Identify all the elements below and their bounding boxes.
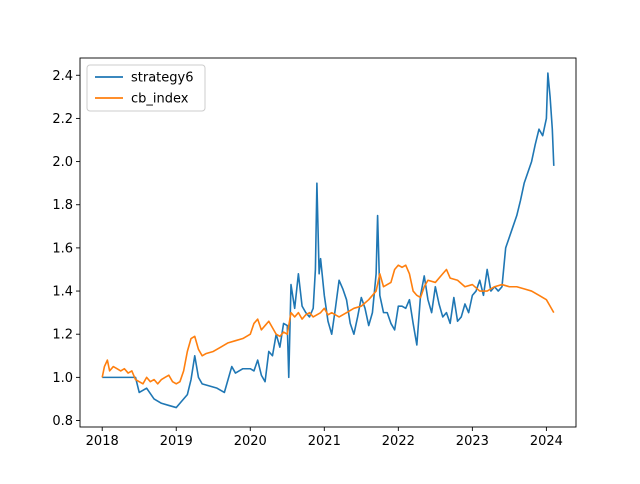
x-tick-label: 2021 bbox=[308, 434, 341, 449]
x-tick-label: 2024 bbox=[530, 434, 563, 449]
y-tick-label: 1.0 bbox=[52, 371, 73, 386]
y-tick-label: 1.8 bbox=[52, 198, 73, 213]
series-layer bbox=[101, 72, 555, 409]
legend-label-cb_index: cb_index bbox=[131, 92, 189, 107]
y-tick-label: 0.8 bbox=[52, 414, 73, 429]
x-tick-label: 2023 bbox=[456, 434, 489, 449]
axes: 2018 2019 2020 2021 2022 2023 2024 0.8 1.0 1.2 1.4… bbox=[52, 57, 577, 449]
x-tick-label: 2018 bbox=[86, 434, 119, 449]
x-tick-label: 2020 bbox=[234, 434, 267, 449]
y-tick-label: 1.2 bbox=[52, 328, 73, 343]
y-tick-label: 2.0 bbox=[52, 155, 73, 170]
plot-frame bbox=[79, 57, 577, 428]
y-tick-label: 2.4 bbox=[52, 69, 73, 84]
y-tick-label: 1.4 bbox=[52, 285, 73, 300]
x-tick-label: 2022 bbox=[382, 434, 415, 449]
series-line-cb_index bbox=[101, 264, 555, 385]
legend-label-strategy6: strategy6 bbox=[131, 71, 194, 86]
legend: strategy6 cb_index bbox=[86, 64, 206, 112]
y-tick-label: 1.6 bbox=[52, 241, 73, 256]
x-tick-label: 2019 bbox=[160, 434, 193, 449]
y-tick-label: 2.2 bbox=[52, 112, 73, 127]
